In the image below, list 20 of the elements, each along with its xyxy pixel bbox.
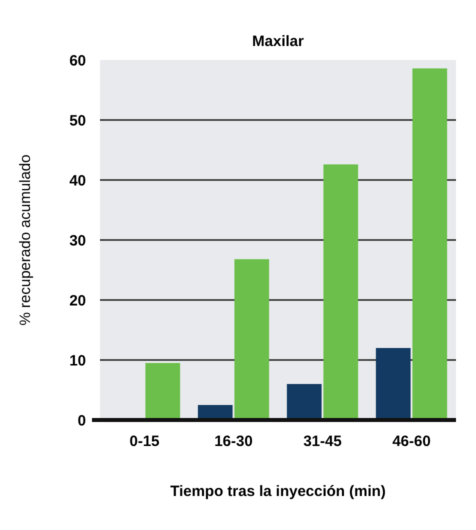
bar [412,68,448,420]
bar [145,363,180,420]
chart-title: Maxilar [252,33,304,50]
y-tick-label: 0 [78,412,86,430]
y-tick-label: 30 [69,232,86,250]
y-tick-label: 50 [69,112,86,130]
y-axis-title: % recuperado acumulado [17,154,34,326]
x-tick-label: 0-15 [129,433,160,450]
x-tick-label: 46-60 [392,433,431,450]
y-tick-label: 40 [69,172,86,190]
x-tick-label: 31-45 [303,433,342,450]
x-axis-title: Tiempo tras la inyección (min) [170,483,386,500]
y-tick-label: 20 [69,292,86,310]
y-tick-label: 60 [69,52,86,70]
bar [234,259,270,420]
bar [286,384,322,420]
y-tick-label: 10 [69,352,86,370]
bar [323,164,358,420]
bar [376,348,411,420]
x-tick-label: 16-30 [214,433,253,450]
